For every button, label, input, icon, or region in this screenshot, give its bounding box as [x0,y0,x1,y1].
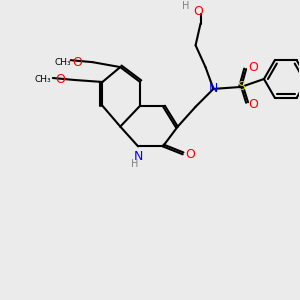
Text: O: O [73,56,82,69]
Text: O: O [248,98,258,111]
Text: CH₃: CH₃ [35,76,51,85]
Text: O: O [186,148,196,161]
Text: H: H [182,1,189,11]
Text: O: O [194,5,203,18]
Text: O: O [55,74,65,86]
Text: S: S [237,80,245,93]
Text: N: N [134,150,143,163]
Text: N: N [209,82,218,95]
Text: H: H [131,159,139,169]
Text: O: O [248,61,258,74]
Text: CH₃: CH₃ [55,58,71,67]
